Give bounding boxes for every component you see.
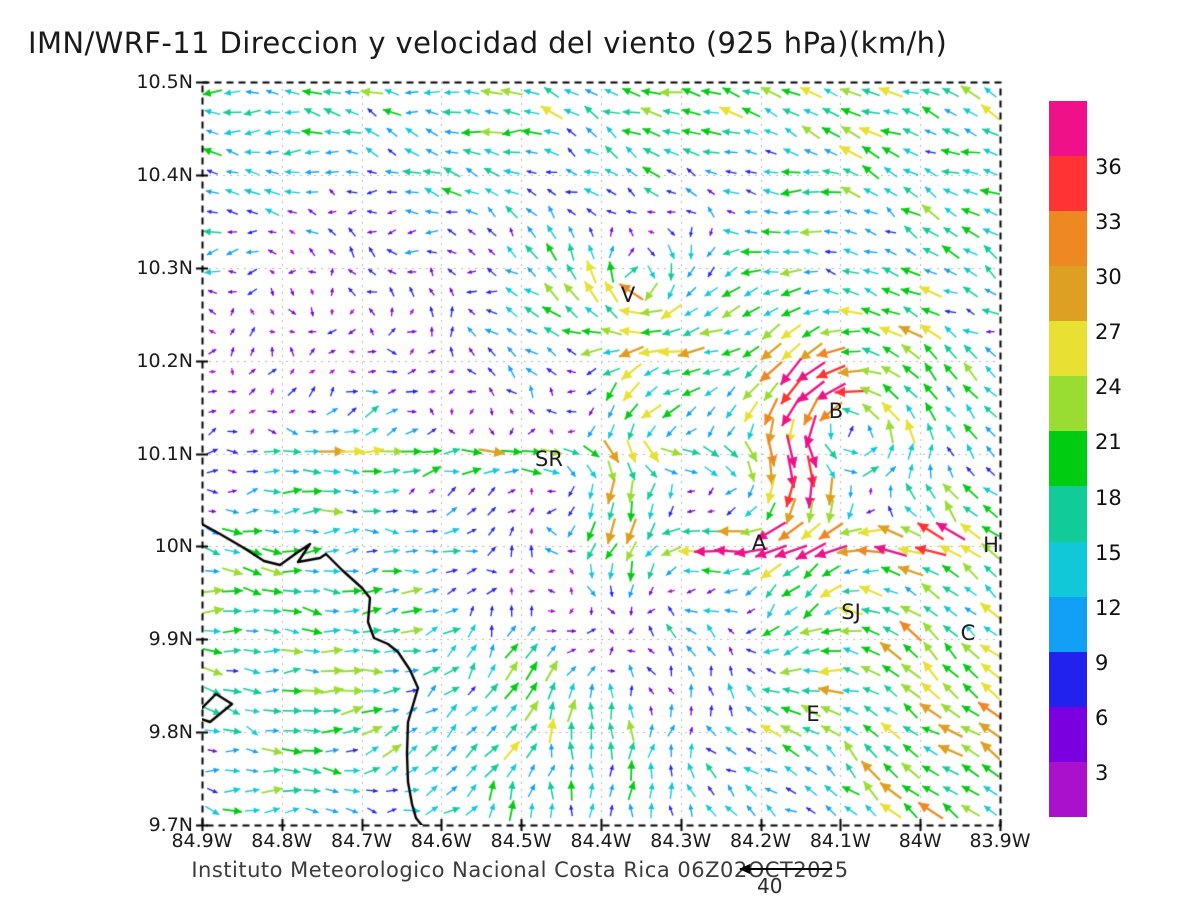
colorbar-tick-label: 27 xyxy=(1095,320,1122,345)
colorbar-tick-label: 3 xyxy=(1095,760,1109,785)
colorbar-band xyxy=(1049,541,1087,597)
colorbar-band xyxy=(1049,156,1087,212)
x-tick-label: 84.8W xyxy=(251,830,313,852)
colorbar-tick-label: 30 xyxy=(1095,265,1122,290)
colorbar-band xyxy=(1049,706,1087,762)
colorbar-band xyxy=(1049,486,1087,542)
x-tick-label: 83.9W xyxy=(969,830,1031,852)
y-tick-label: 10.1N xyxy=(136,442,193,465)
colorbar-tick-label: 6 xyxy=(1095,705,1109,730)
y-tick-label: 10.5N xyxy=(136,71,193,93)
x-tick-label: 84.6W xyxy=(410,830,472,852)
colorbar-band xyxy=(1049,321,1087,377)
x-tick-label: 84.1W xyxy=(809,830,871,852)
x-tick-label: 84W xyxy=(898,830,942,852)
colorbar-tick-label: 18 xyxy=(1095,485,1122,510)
y-tick-label: 10.2N xyxy=(136,349,193,372)
colorbar-band xyxy=(1049,376,1087,432)
colorbar-band xyxy=(1049,761,1087,817)
colorbar-band xyxy=(1049,101,1087,157)
x-tick-label: 84.7W xyxy=(331,830,393,852)
colorbar-band xyxy=(1049,596,1087,652)
x-tick-label: 84.9W xyxy=(171,830,233,852)
y-tick-label: 10N xyxy=(154,535,193,558)
colorbar-tick-label: 33 xyxy=(1095,210,1122,235)
y-tick-label: 9.7N xyxy=(148,814,193,836)
reference-vector-label: 40 xyxy=(757,874,783,898)
colorbar-tick-label: 15 xyxy=(1095,540,1122,565)
colorbar-tick-label: 12 xyxy=(1095,595,1122,620)
y-tick-label: 10.4N xyxy=(136,163,193,186)
colorbar-band xyxy=(1049,266,1087,322)
y-tick-label: 9.8N xyxy=(148,721,193,744)
colorbar-tick-label: 9 xyxy=(1095,650,1109,675)
footer-text: Instituto Meteorologico Nacional Costa R… xyxy=(191,858,849,882)
x-tick-label: 84.2W xyxy=(730,830,792,852)
x-tick-label: 84.4W xyxy=(570,830,632,852)
y-tick-label: 9.9N xyxy=(148,628,193,651)
colorbar xyxy=(1049,101,1087,817)
reference-vector-arrow xyxy=(739,864,832,874)
colorbar-band xyxy=(1049,431,1087,487)
colorbar-tick-label: 36 xyxy=(1095,155,1122,180)
x-tick-label: 84.3W xyxy=(650,830,712,852)
x-tick-label: 84.5W xyxy=(490,830,552,852)
y-tick-label: 10.3N xyxy=(136,256,193,279)
colorbar-tick-label: 21 xyxy=(1095,430,1122,455)
colorbar-band xyxy=(1049,651,1087,707)
colorbar-band xyxy=(1049,211,1087,267)
colorbar-tick-label: 24 xyxy=(1095,375,1122,400)
